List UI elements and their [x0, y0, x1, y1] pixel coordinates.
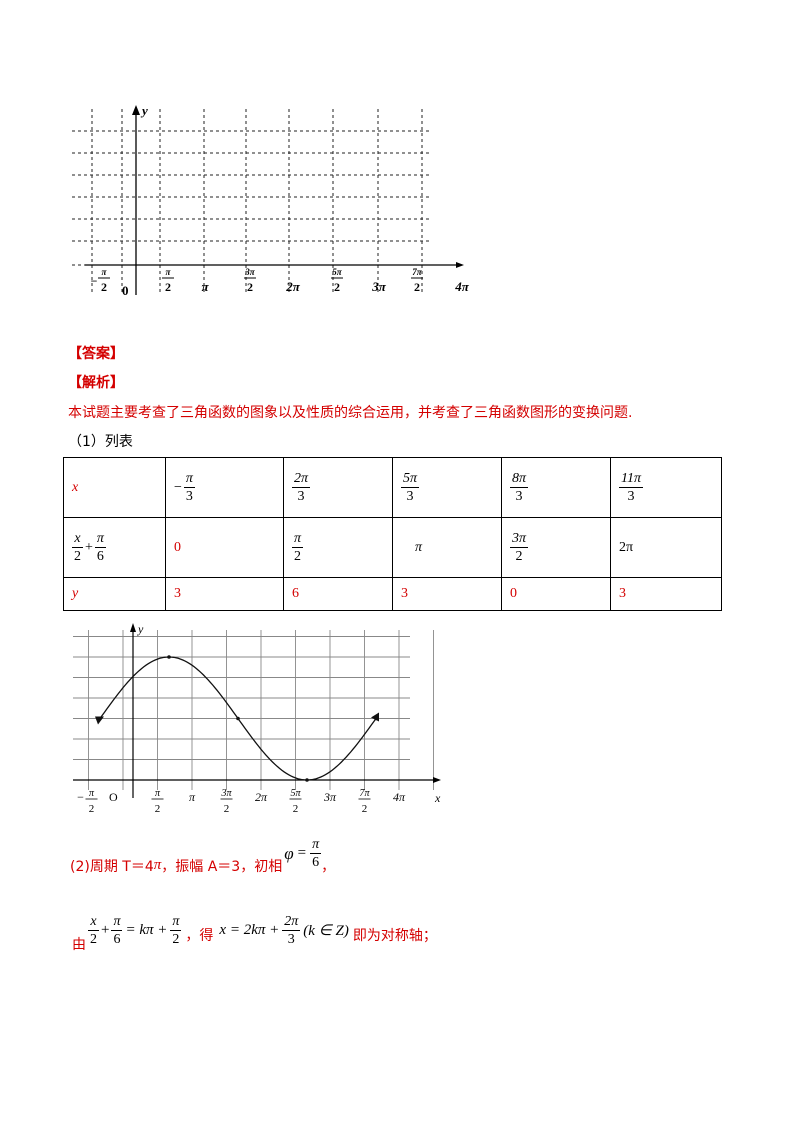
- tick-num: π: [166, 267, 172, 277]
- part2-pi: π: [153, 857, 162, 873]
- row-header-arg: x 2 + π 6: [63, 517, 166, 578]
- table-cell: 11π 3: [610, 457, 722, 518]
- tick-den: 2: [334, 280, 340, 294]
- table-cell: π: [392, 517, 502, 578]
- tick-den: 2: [362, 803, 368, 815]
- tick-num: 7π: [412, 267, 423, 277]
- y-axis-arrow: [132, 105, 140, 115]
- tick-den: 2: [101, 280, 107, 294]
- row-header-x: x: [63, 457, 166, 518]
- table-cell: 2π 3: [283, 457, 393, 518]
- y-axis-label: y: [140, 103, 148, 118]
- x-axis-label: x: [434, 791, 441, 805]
- tick-label: π: [201, 279, 209, 294]
- tick-den: 2: [165, 280, 171, 294]
- grid-lines: [73, 630, 434, 790]
- data-point: [98, 716, 102, 721]
- part2-prefix: (2)周期 T＝4: [70, 858, 154, 875]
- table-cell: 6: [283, 577, 393, 611]
- part1-heading: （1）列表: [68, 434, 133, 450]
- tick-label: 2π: [285, 279, 301, 294]
- tick-label: 7π2: [411, 267, 423, 294]
- y-axis-label: y: [137, 622, 144, 636]
- tick-num: 3π: [220, 788, 232, 799]
- tick-label: 5π2: [331, 267, 343, 294]
- origin-label: 0: [122, 283, 129, 298]
- part2-suffix: ，: [321, 858, 336, 875]
- data-point: [374, 716, 378, 721]
- phi-formula: φ = π 6: [284, 837, 322, 870]
- tick-label: −π 2: [91, 267, 110, 294]
- x-axis-arrow: [456, 262, 464, 268]
- tick-label: 4π: [454, 279, 470, 294]
- tick-label: π: [189, 790, 196, 804]
- table-cell: 3: [610, 577, 722, 611]
- data-point: [167, 655, 171, 659]
- tick-label: 3π2: [220, 788, 233, 815]
- table-cell: 8π 3: [501, 457, 611, 518]
- tick-den: 2: [414, 280, 420, 294]
- tick-label: π2: [162, 267, 174, 294]
- table-cell: 0: [165, 517, 284, 578]
- tick-label: π2: [151, 788, 164, 815]
- table-row-y: y 3 6 3 0 3: [63, 577, 722, 611]
- table-cell: 2π: [610, 517, 722, 578]
- answer-heading: 【答案】: [68, 346, 124, 362]
- tick-num: 5π: [290, 788, 301, 799]
- tick-sign: −: [77, 790, 84, 804]
- part3-you: 由: [72, 936, 86, 953]
- tick-num: π: [102, 267, 108, 277]
- tick-den: 2: [224, 803, 230, 815]
- tick-label: 5π2: [289, 788, 302, 815]
- table-cell: 3: [392, 577, 502, 611]
- tick-den: 2: [247, 280, 253, 294]
- row-header-y: y: [63, 577, 166, 611]
- intro-text: 本试题主要考查了三角函数的图象以及性质的综合运用，并考查了三角函数图形的变换问题…: [68, 405, 633, 421]
- tick-label: −π 2: [77, 788, 98, 815]
- curve-series: [95, 655, 380, 782]
- table-cell: 3: [165, 577, 284, 611]
- tick-num: π: [89, 788, 95, 799]
- tick-sign: −: [91, 274, 98, 288]
- tick-den: 2: [155, 803, 161, 815]
- tick-label: 3π: [323, 790, 337, 804]
- axes: yx: [73, 622, 441, 805]
- tick-num: 3π: [244, 267, 256, 277]
- tick-label: O: [109, 790, 118, 804]
- x-axis-arrow: [433, 777, 441, 783]
- tick-label: 4π: [393, 790, 406, 804]
- part2-mid: ，振幅 A＝3，初相: [161, 858, 283, 875]
- tick-num: 5π: [332, 267, 343, 277]
- tick-num: π: [155, 788, 161, 799]
- table-cell: − π 3: [165, 457, 284, 518]
- tick-label: 2π: [255, 790, 268, 804]
- tick-den: 2: [293, 803, 299, 815]
- part2-line: (2)周期 T＝4 π ，振幅 A＝3，初相 φ = π 6 ，: [70, 837, 336, 883]
- tick-label: 7π2: [358, 788, 371, 815]
- tick-num: 7π: [359, 788, 370, 799]
- tick-label: 3π2: [244, 267, 256, 294]
- table-cell: 0: [501, 577, 611, 611]
- data-point: [305, 778, 309, 782]
- table-row-x: x − π 3 2π 3 5π 3 8π 3 11π 3: [63, 457, 722, 518]
- y-axis-arrow: [130, 623, 136, 632]
- data-point: [236, 716, 240, 721]
- grid-lines: [72, 109, 430, 295]
- table-cell: 3π 2: [501, 517, 611, 578]
- tick-label: 3π: [371, 279, 387, 294]
- analysis-heading: 【解析】: [68, 375, 124, 391]
- table-cell: 5π 3: [392, 457, 502, 518]
- tick-den: 2: [89, 803, 95, 815]
